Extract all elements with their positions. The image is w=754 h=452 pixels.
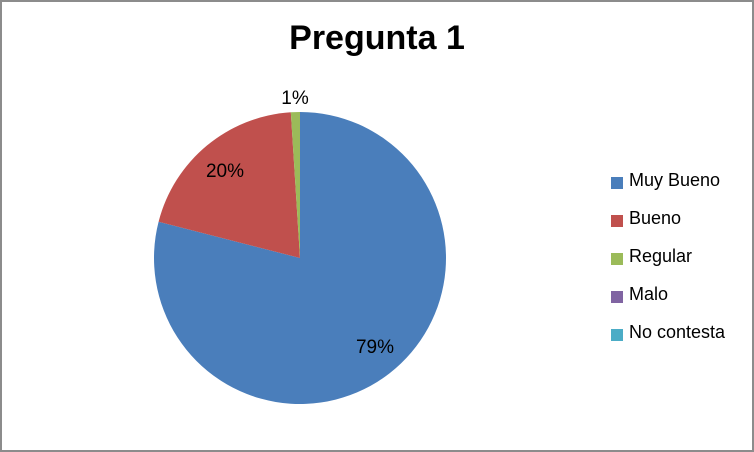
svg-text:79%: 79%	[356, 337, 394, 358]
svg-text:20%: 20%	[206, 161, 244, 182]
svg-text:1%: 1%	[281, 88, 309, 109]
